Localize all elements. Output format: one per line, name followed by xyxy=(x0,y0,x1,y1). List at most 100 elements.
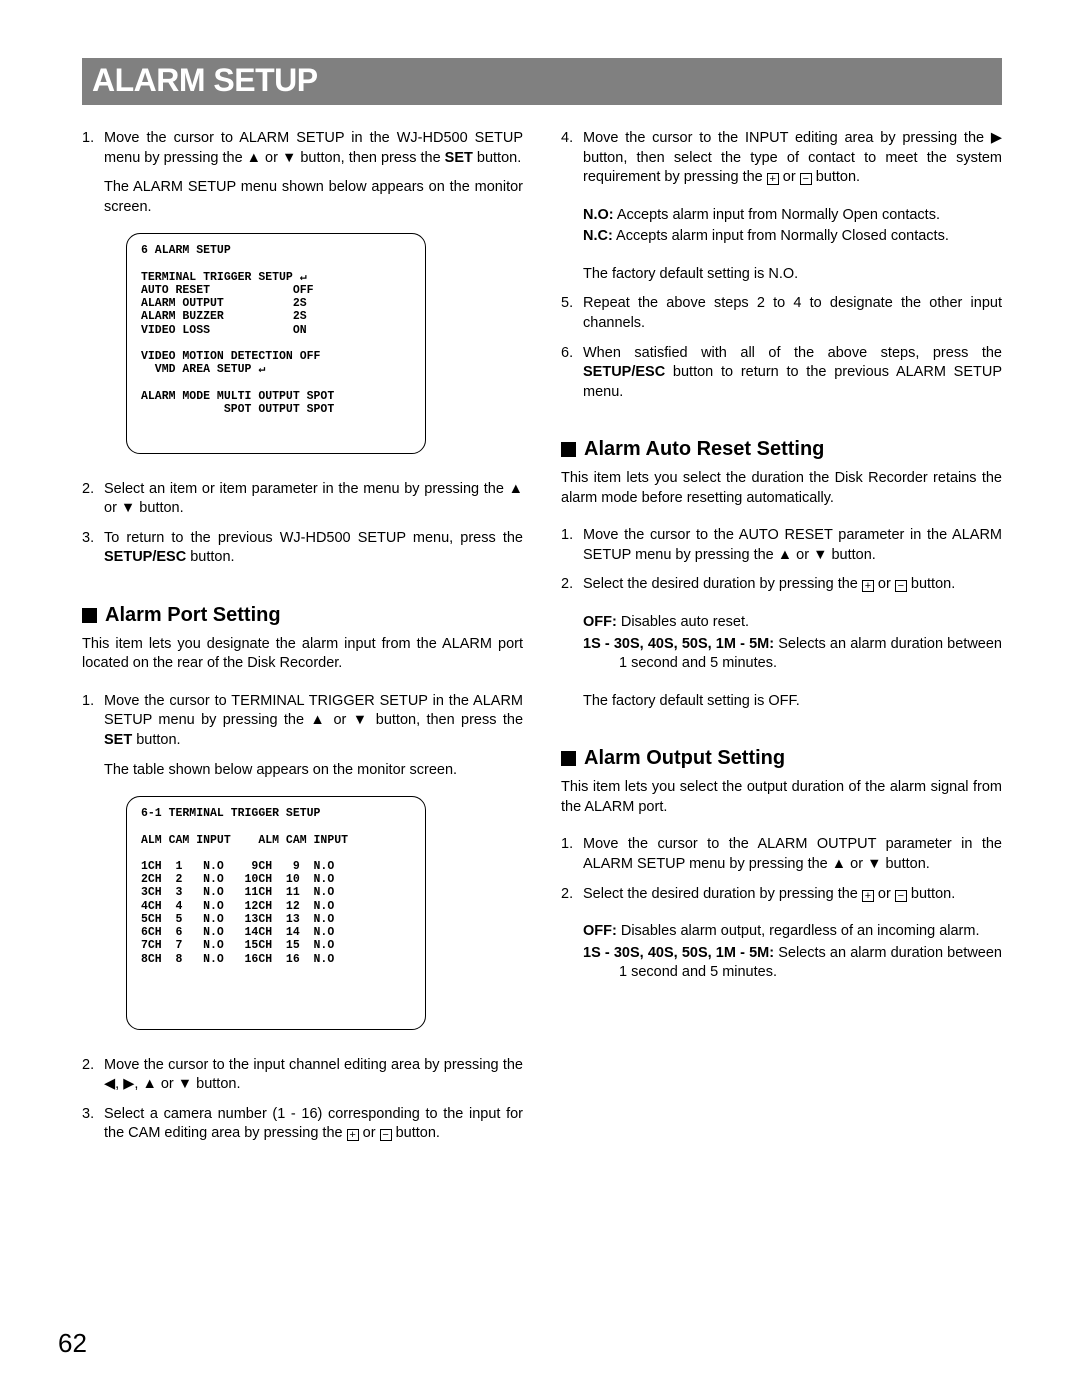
out-step-1: 1. Move the cursor to the ALARM OUTPUT p… xyxy=(561,835,1002,874)
text: Repeat the above steps 2 to 4 to designa… xyxy=(583,294,1002,333)
label: N.C: xyxy=(583,228,613,244)
text: button. xyxy=(192,1076,240,1092)
plus-box-icon: + xyxy=(862,890,874,902)
auto-reset-intro: This item lets you select the duration t… xyxy=(561,469,1002,508)
text: , xyxy=(115,1076,123,1092)
text: Select the desired duration by pressing … xyxy=(583,886,862,902)
right-column: 4. Move the cursor to the INPUT editing … xyxy=(561,129,1002,1154)
out-off-definition: OFF: Disables alarm output, regardless o… xyxy=(561,922,1002,942)
text: Disables alarm output, regardless of an … xyxy=(617,923,980,939)
label: N.O: xyxy=(583,207,614,223)
port-step-2: 2. Move the cursor to the input channel … xyxy=(82,1056,523,1095)
minus-box-icon: − xyxy=(895,890,907,902)
alarm-output-heading: Alarm Output Setting xyxy=(561,747,1002,770)
up-icon: ▲ xyxy=(832,856,846,872)
content-columns: 1. Move the cursor to ALARM SETUP in the… xyxy=(82,129,1002,1154)
text: Move the cursor to the ALARM OUTPUT para… xyxy=(583,836,1002,872)
up-icon: ▲ xyxy=(778,547,792,563)
text: or xyxy=(327,712,353,728)
text: Select the desired duration by pressing … xyxy=(583,576,862,592)
range-definition: 1S - 30S, 40S, 50S, 1M - 5M: Selects an … xyxy=(561,635,1002,674)
text: To return to the previous WJ-HD500 SETUP… xyxy=(104,530,523,546)
text: Move the cursor to the INPUT editing are… xyxy=(583,130,991,146)
off-definition: OFF: Disables auto reset. xyxy=(561,613,1002,633)
text: button. xyxy=(135,500,183,516)
left-column: 1. Move the cursor to ALARM SETUP in the… xyxy=(82,129,523,1154)
text: button. xyxy=(812,169,860,185)
text: button, then press the xyxy=(296,150,444,166)
step-3: 3. To return to the previous WJ-HD500 SE… xyxy=(82,529,523,568)
text: button. xyxy=(881,856,929,872)
nc-definition: N.C: Accepts alarm input from Normally C… xyxy=(561,227,1002,247)
text: or xyxy=(846,856,867,872)
alarm-output-intro: This item lets you select the output dur… xyxy=(561,778,1002,817)
text: Select a camera number (1 - 16) correspo… xyxy=(104,1106,523,1142)
down-icon: ▼ xyxy=(813,547,827,563)
text: button. xyxy=(827,547,875,563)
left-icon: ◀ xyxy=(104,1076,115,1092)
heading-text: Alarm Output Setting xyxy=(584,747,785,770)
label: 1S - 30S, 40S, 50S, 1M - 5M: xyxy=(583,636,774,652)
setup-esc-button-label: SETUP/ESC xyxy=(583,364,665,380)
step-4: 4. Move the cursor to the INPUT editing … xyxy=(561,129,1002,188)
step-5: 5. Repeat the above steps 2 to 4 to desi… xyxy=(561,294,1002,333)
auto-step-2: 2. Select the desired duration by pressi… xyxy=(561,575,1002,595)
factory-default-no: The factory default setting is N.O. xyxy=(583,265,1002,285)
plus-box-icon: + xyxy=(862,580,874,592)
up-icon: ▲ xyxy=(142,1076,156,1092)
minus-box-icon: − xyxy=(380,1129,392,1141)
auto-step-1: 1. Move the cursor to the AUTO RESET par… xyxy=(561,526,1002,565)
up-icon: ▲ xyxy=(509,481,523,497)
port-step-1: 1. Move the cursor to TERMINAL TRIGGER S… xyxy=(82,692,523,780)
down-icon: ▼ xyxy=(867,856,881,872)
text: button. xyxy=(186,549,234,565)
minus-box-icon: − xyxy=(800,173,812,185)
step-6: 6. When satisfied with all of the above … xyxy=(561,344,1002,403)
step-1: 1. Move the cursor to ALARM SETUP in the… xyxy=(82,129,523,217)
text: The ALARM SETUP menu shown below appears… xyxy=(104,178,523,217)
alarm-port-heading: Alarm Port Setting xyxy=(82,604,523,627)
text: button. xyxy=(907,886,955,902)
label: OFF: xyxy=(583,614,617,630)
up-icon: ▲ xyxy=(310,712,327,728)
alarm-port-intro: This item lets you designate the alarm i… xyxy=(82,635,523,674)
text: or xyxy=(261,150,282,166)
plus-box-icon: + xyxy=(347,1129,359,1141)
port-step-3: 3. Select a camera number (1 - 16) corre… xyxy=(82,1105,523,1144)
right-icon: ▶ xyxy=(123,1076,134,1092)
alarm-setup-screen: 6 ALARM SETUP TERMINAL TRIGGER SETUP ↵ A… xyxy=(126,233,426,453)
text: button. xyxy=(907,576,955,592)
text: or xyxy=(157,1076,178,1092)
square-bullet-icon xyxy=(561,442,576,457)
down-icon: ▼ xyxy=(121,500,135,516)
no-definition: N.O: Accepts alarm input from Normally O… xyxy=(561,206,1002,226)
text: The table shown below appears on the mon… xyxy=(104,761,523,781)
text: Move the cursor to the input channel edi… xyxy=(104,1057,523,1073)
text: or xyxy=(104,500,121,516)
down-icon: ▼ xyxy=(178,1076,192,1092)
text: Accepts alarm input from Normally Open c… xyxy=(614,207,940,223)
right-icon: ▶ xyxy=(991,130,1002,146)
alarm-auto-reset-heading: Alarm Auto Reset Setting xyxy=(561,438,1002,461)
text: or xyxy=(359,1125,380,1141)
page-title: ALARM SETUP xyxy=(82,58,1002,105)
square-bullet-icon xyxy=(82,608,97,623)
out-range-definition: 1S - 30S, 40S, 50S, 1M - 5M: Selects an … xyxy=(561,944,1002,983)
step-2: 2. Select an item or item parameter in t… xyxy=(82,480,523,519)
set-button-label: SET xyxy=(445,150,473,166)
text: button, then press the xyxy=(369,712,523,728)
down-icon: ▼ xyxy=(282,150,296,166)
page-number: 62 xyxy=(58,1328,87,1359)
setup-esc-button-label: SETUP/ESC xyxy=(104,549,186,565)
text: Select an item or item parameter in the … xyxy=(104,481,509,497)
terminal-trigger-screen: 6-1 TERMINAL TRIGGER SETUP ALM CAM INPUT… xyxy=(126,796,426,1030)
text: button. xyxy=(132,732,180,748)
text: button. xyxy=(473,150,521,166)
heading-text: Alarm Auto Reset Setting xyxy=(584,438,824,461)
down-icon: ▼ xyxy=(353,712,370,728)
set-button-label: SET xyxy=(104,732,132,748)
text: or xyxy=(874,886,895,902)
heading-text: Alarm Port Setting xyxy=(105,604,281,627)
label: 1S - 30S, 40S, 50S, 1M - 5M: xyxy=(583,945,774,961)
text: button. xyxy=(392,1125,440,1141)
